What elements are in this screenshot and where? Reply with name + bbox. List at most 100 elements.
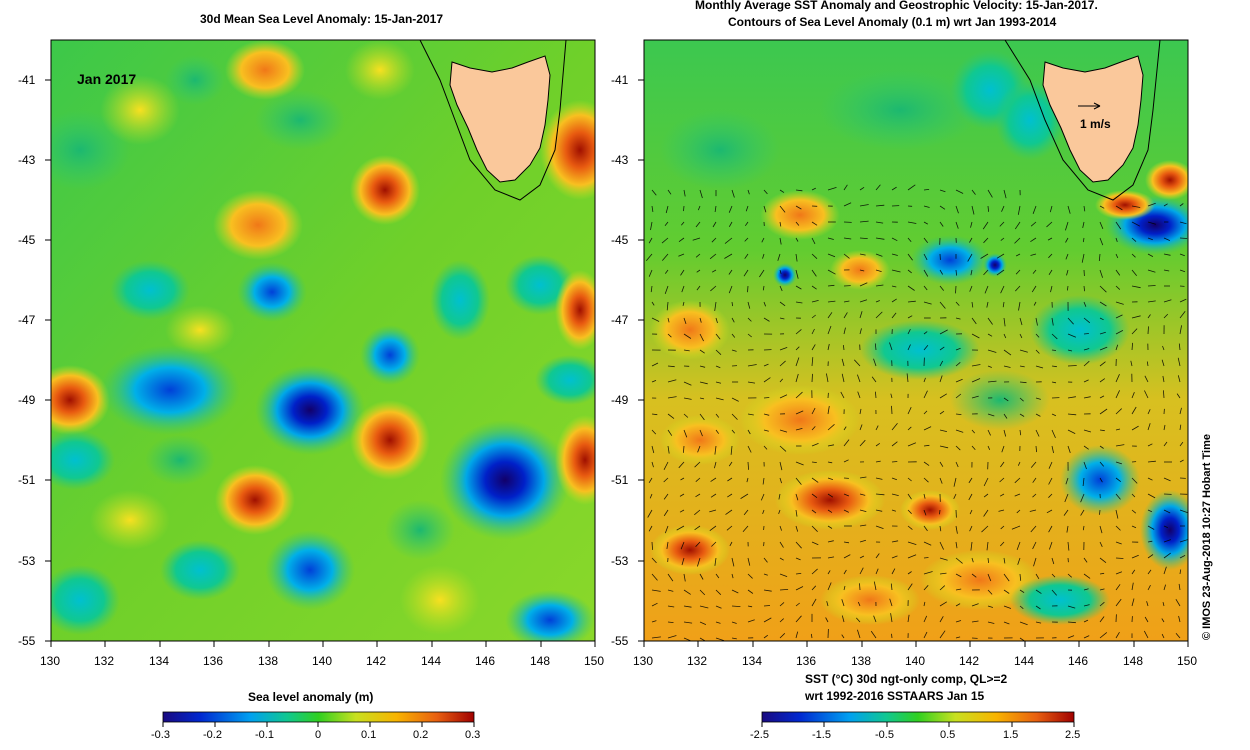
sla-map-field	[51, 40, 595, 641]
velocity-vector	[891, 555, 898, 559]
velocity-vector	[971, 429, 976, 434]
velocity-vector	[1162, 602, 1165, 607]
velocity-vector	[891, 493, 899, 496]
velocity-vector	[779, 618, 784, 623]
lat-label: -53	[18, 554, 36, 568]
velocity-vector	[1163, 424, 1166, 431]
velocity-vector	[1083, 557, 1088, 563]
velocity-vector	[683, 573, 686, 582]
lat-label: -53	[611, 554, 629, 568]
velocity-vector	[843, 202, 852, 207]
velocity-vector	[727, 477, 733, 482]
velocity-vector	[1115, 205, 1123, 211]
velocity-vector	[859, 493, 866, 496]
velocity-vector	[923, 390, 928, 399]
velocity-vector	[955, 378, 963, 383]
sla-colorbar-tick-label: 0.2	[413, 729, 429, 741]
lat-label: -55	[18, 634, 36, 648]
velocity-vector	[1003, 605, 1012, 609]
velocity-vector	[955, 603, 961, 607]
lon-label: 140	[905, 654, 926, 668]
velocity-vector	[651, 602, 658, 607]
velocity-vector	[1099, 301, 1107, 307]
velocity-vector	[779, 557, 784, 561]
velocity-vector	[795, 357, 800, 367]
velocity-vector	[1035, 605, 1041, 610]
velocity-vector	[875, 184, 881, 191]
velocity-vector	[987, 365, 992, 368]
velocity-vector	[1067, 349, 1073, 352]
velocity-vector	[795, 493, 799, 501]
velocity-vector	[681, 557, 685, 566]
velocity-vector	[923, 525, 928, 532]
velocity-vector	[843, 509, 849, 513]
velocity-vector	[699, 429, 703, 437]
lat-label: -43	[18, 153, 36, 167]
velocity-vector	[779, 301, 786, 307]
velocity-vector	[779, 445, 787, 452]
velocity-vector	[859, 311, 863, 319]
velocity-vector	[955, 573, 962, 578]
velocity-vector	[996, 253, 1005, 259]
sla-axis-ticks	[45, 79, 596, 647]
velocity-vector	[683, 381, 692, 386]
velocity-vector	[999, 221, 1005, 227]
velocity-vector	[709, 509, 717, 513]
velocity-vector	[1051, 333, 1058, 340]
velocity-vector	[795, 237, 799, 242]
velocity-vector	[811, 373, 813, 383]
velocity-vector	[1179, 424, 1182, 431]
velocity-vector	[1048, 493, 1053, 498]
velocity-vector	[1179, 539, 1188, 543]
velocity-vector	[1051, 413, 1057, 417]
velocity-vector	[939, 205, 946, 210]
velocity-vector	[1146, 361, 1149, 367]
velocity-vector	[795, 541, 802, 549]
velocity-vector	[939, 189, 946, 193]
lon-label: 148	[1123, 654, 1144, 668]
velocity-vector	[1178, 615, 1181, 623]
velocity-vector	[651, 636, 661, 639]
velocity-vector	[1015, 253, 1021, 257]
velocity-vector	[939, 360, 944, 367]
velocity-vector	[827, 477, 834, 480]
velocity-vector	[747, 301, 751, 309]
velocity-vector	[923, 557, 929, 559]
velocity-vector	[1144, 375, 1149, 383]
velocity-vector	[971, 317, 977, 325]
velocity-vector	[1147, 460, 1156, 463]
velocity-vector	[939, 445, 949, 449]
velocity-vector	[875, 221, 884, 224]
velocity-vector	[762, 509, 765, 515]
velocity-vector	[1131, 509, 1137, 514]
velocity-vector	[923, 444, 930, 447]
velocity-vector	[683, 621, 693, 624]
velocity-vector	[665, 205, 669, 214]
velocity-vector	[955, 445, 961, 451]
velocity-vector	[987, 621, 995, 624]
velocity-vector	[747, 461, 749, 470]
velocity-vector	[731, 637, 737, 640]
velocity-vector	[777, 253, 781, 261]
velocity-vector	[779, 360, 786, 367]
velocity-vector	[1179, 237, 1188, 239]
velocity-vector	[891, 312, 897, 319]
velocity-vector	[1115, 428, 1121, 431]
velocity-vector	[843, 569, 847, 575]
velocity-vector	[699, 637, 706, 641]
velocity-vector	[1051, 429, 1056, 439]
lon-label: 146	[475, 654, 496, 668]
velocity-vector	[779, 205, 786, 213]
velocity-vector	[1031, 285, 1037, 293]
velocity-vector	[1018, 301, 1021, 311]
velocity-vector	[1032, 541, 1037, 550]
velocity-vector	[1147, 221, 1156, 225]
velocity-vector	[1115, 444, 1125, 447]
velocity-vector	[763, 557, 768, 563]
velocity-vector	[1099, 601, 1105, 607]
velocity-vector	[955, 285, 957, 294]
velocity-vector	[699, 333, 704, 342]
velocity-vector	[955, 221, 959, 229]
velocity-vector	[843, 439, 850, 447]
velocity-vector	[1067, 413, 1077, 416]
